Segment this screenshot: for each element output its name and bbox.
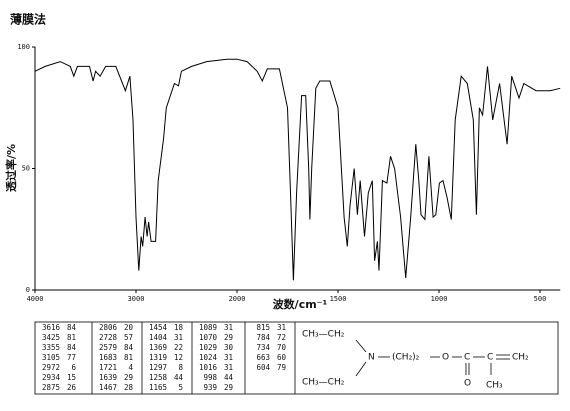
peak-transmittance: 84 (67, 343, 77, 352)
peak-wavenumber: 1404 (149, 333, 168, 342)
peak-wavenumber: 663 (256, 353, 270, 362)
structure-label: CH₃—CH₂ (302, 330, 345, 340)
structure-label: O (464, 379, 471, 389)
peak-transmittance: 8 (178, 363, 183, 372)
structure: CH₃—CH₂ N (CH₂)₂ O C C CH₂ O CH₃ CH₃—CH₂ (302, 330, 529, 391)
structure-label: O (442, 353, 449, 363)
x-tick-label: 1500 (330, 295, 347, 303)
peak-transmittance: 57 (124, 333, 133, 342)
peak-wavenumber: 815 (256, 323, 270, 332)
peak-wavenumber: 2806 (99, 323, 118, 332)
peak-wavenumber: 1297 (149, 363, 167, 372)
peak-transmittance: 12 (174, 353, 183, 362)
x-axis-label: 波数/cm⁻¹ (273, 297, 328, 311)
peak-transmittance: 28 (124, 383, 134, 392)
x-tick-label: 2000 (229, 295, 246, 303)
peak-wavenumber: 784 (256, 333, 270, 342)
peak-transmittance: 31 (224, 363, 233, 372)
peak-wavenumber: 1258 (149, 373, 168, 382)
peak-transmittance: 44 (224, 373, 234, 382)
peak-wavenumber: 3105 (42, 353, 60, 362)
chart-title: 薄膜法 (10, 12, 46, 27)
x-tick-label: 1000 (431, 295, 448, 303)
peak-transmittance: 5 (178, 383, 183, 392)
peak-transmittance: 6 (71, 363, 76, 372)
peak-wavenumber: 3425 (42, 333, 60, 342)
peak-transmittance: 29 (224, 333, 233, 342)
spectrum-line (34, 58, 561, 281)
peak-transmittance: 31 (277, 323, 286, 332)
peak-transmittance: 79 (277, 363, 286, 372)
peak-transmittance: 44 (174, 373, 184, 382)
structure-label: CH₃—CH₂ (302, 378, 345, 388)
peak-transmittance: 72 (277, 333, 286, 342)
peak-transmittance: 29 (124, 373, 133, 382)
peak-transmittance: 84 (124, 343, 134, 352)
structure-label: CH₃ (486, 381, 503, 391)
peak-transmittance: 15 (67, 373, 76, 382)
peak-transmittance: 31 (224, 353, 233, 362)
peak-wavenumber: 1721 (99, 363, 117, 372)
structure-label: C (464, 353, 470, 363)
peak-transmittance: 70 (277, 343, 287, 352)
peak-wavenumber: 998 (203, 373, 217, 382)
y-axis-label: 透过率/% (4, 144, 18, 192)
peak-wavenumber: 1089 (199, 323, 217, 332)
peak-wavenumber: 3355 (42, 343, 60, 352)
peak-transmittance: 60 (277, 353, 287, 362)
peak-transmittance: 81 (124, 353, 133, 362)
y-tick-label: 100 (17, 43, 30, 51)
peak-transmittance: 81 (67, 333, 76, 342)
peak-transmittance: 4 (128, 363, 133, 372)
peak-wavenumber: 1070 (199, 333, 218, 342)
peak-wavenumber: 1029 (199, 343, 217, 352)
structure-label: N (368, 353, 375, 363)
peak-transmittance: 20 (124, 323, 134, 332)
table-border (34, 321, 559, 395)
peak-wavenumber: 1165 (149, 383, 167, 392)
peak-transmittance: 84 (67, 323, 77, 332)
peak-table (34, 321, 559, 395)
x-tick-label: 3000 (128, 295, 145, 303)
peak-transmittance: 26 (67, 383, 77, 392)
peak-wavenumber: 734 (256, 343, 270, 352)
peak-transmittance: 22 (174, 343, 183, 352)
peak-wavenumber: 1319 (149, 353, 167, 362)
y-tick-label: 0 (26, 286, 30, 294)
peak-wavenumber: 1639 (99, 373, 117, 382)
peak-transmittance: 77 (67, 353, 76, 362)
structure-label: (CH₂)₂ (392, 353, 420, 363)
peak-wavenumber: 2875 (42, 383, 60, 392)
peak-transmittance: 31 (224, 323, 233, 332)
peak-wavenumber: 939 (203, 383, 217, 392)
x-tick-label: 4000 (27, 295, 44, 303)
structure-label: CH₂ (512, 353, 529, 363)
structure-label: C (487, 353, 493, 363)
peak-transmittance: 30 (224, 343, 234, 352)
peak-wavenumber: 3616 (42, 323, 61, 332)
bond (355, 339, 367, 353)
peak-wavenumber: 1454 (149, 323, 168, 332)
peak-wavenumber: 1024 (199, 353, 218, 362)
bond (355, 361, 367, 377)
peak-wavenumber: 1016 (199, 363, 218, 372)
x-tick-label: 500 (534, 295, 547, 303)
peak-wavenumber: 2972 (42, 363, 60, 372)
y-tick-label: 50 (22, 165, 30, 173)
peak-wavenumber: 2728 (99, 333, 118, 342)
peak-wavenumber: 2579 (99, 343, 117, 352)
peak-wavenumber: 1369 (149, 343, 167, 352)
peak-wavenumber: 604 (256, 363, 270, 372)
peak-transmittance: 29 (224, 383, 233, 392)
peak-wavenumber: 1683 (99, 353, 117, 362)
peak-transmittance: 18 (174, 323, 184, 332)
peak-wavenumber: 2934 (42, 373, 61, 382)
peak-wavenumber: 1467 (99, 383, 117, 392)
peak-transmittance: 31 (174, 333, 183, 342)
